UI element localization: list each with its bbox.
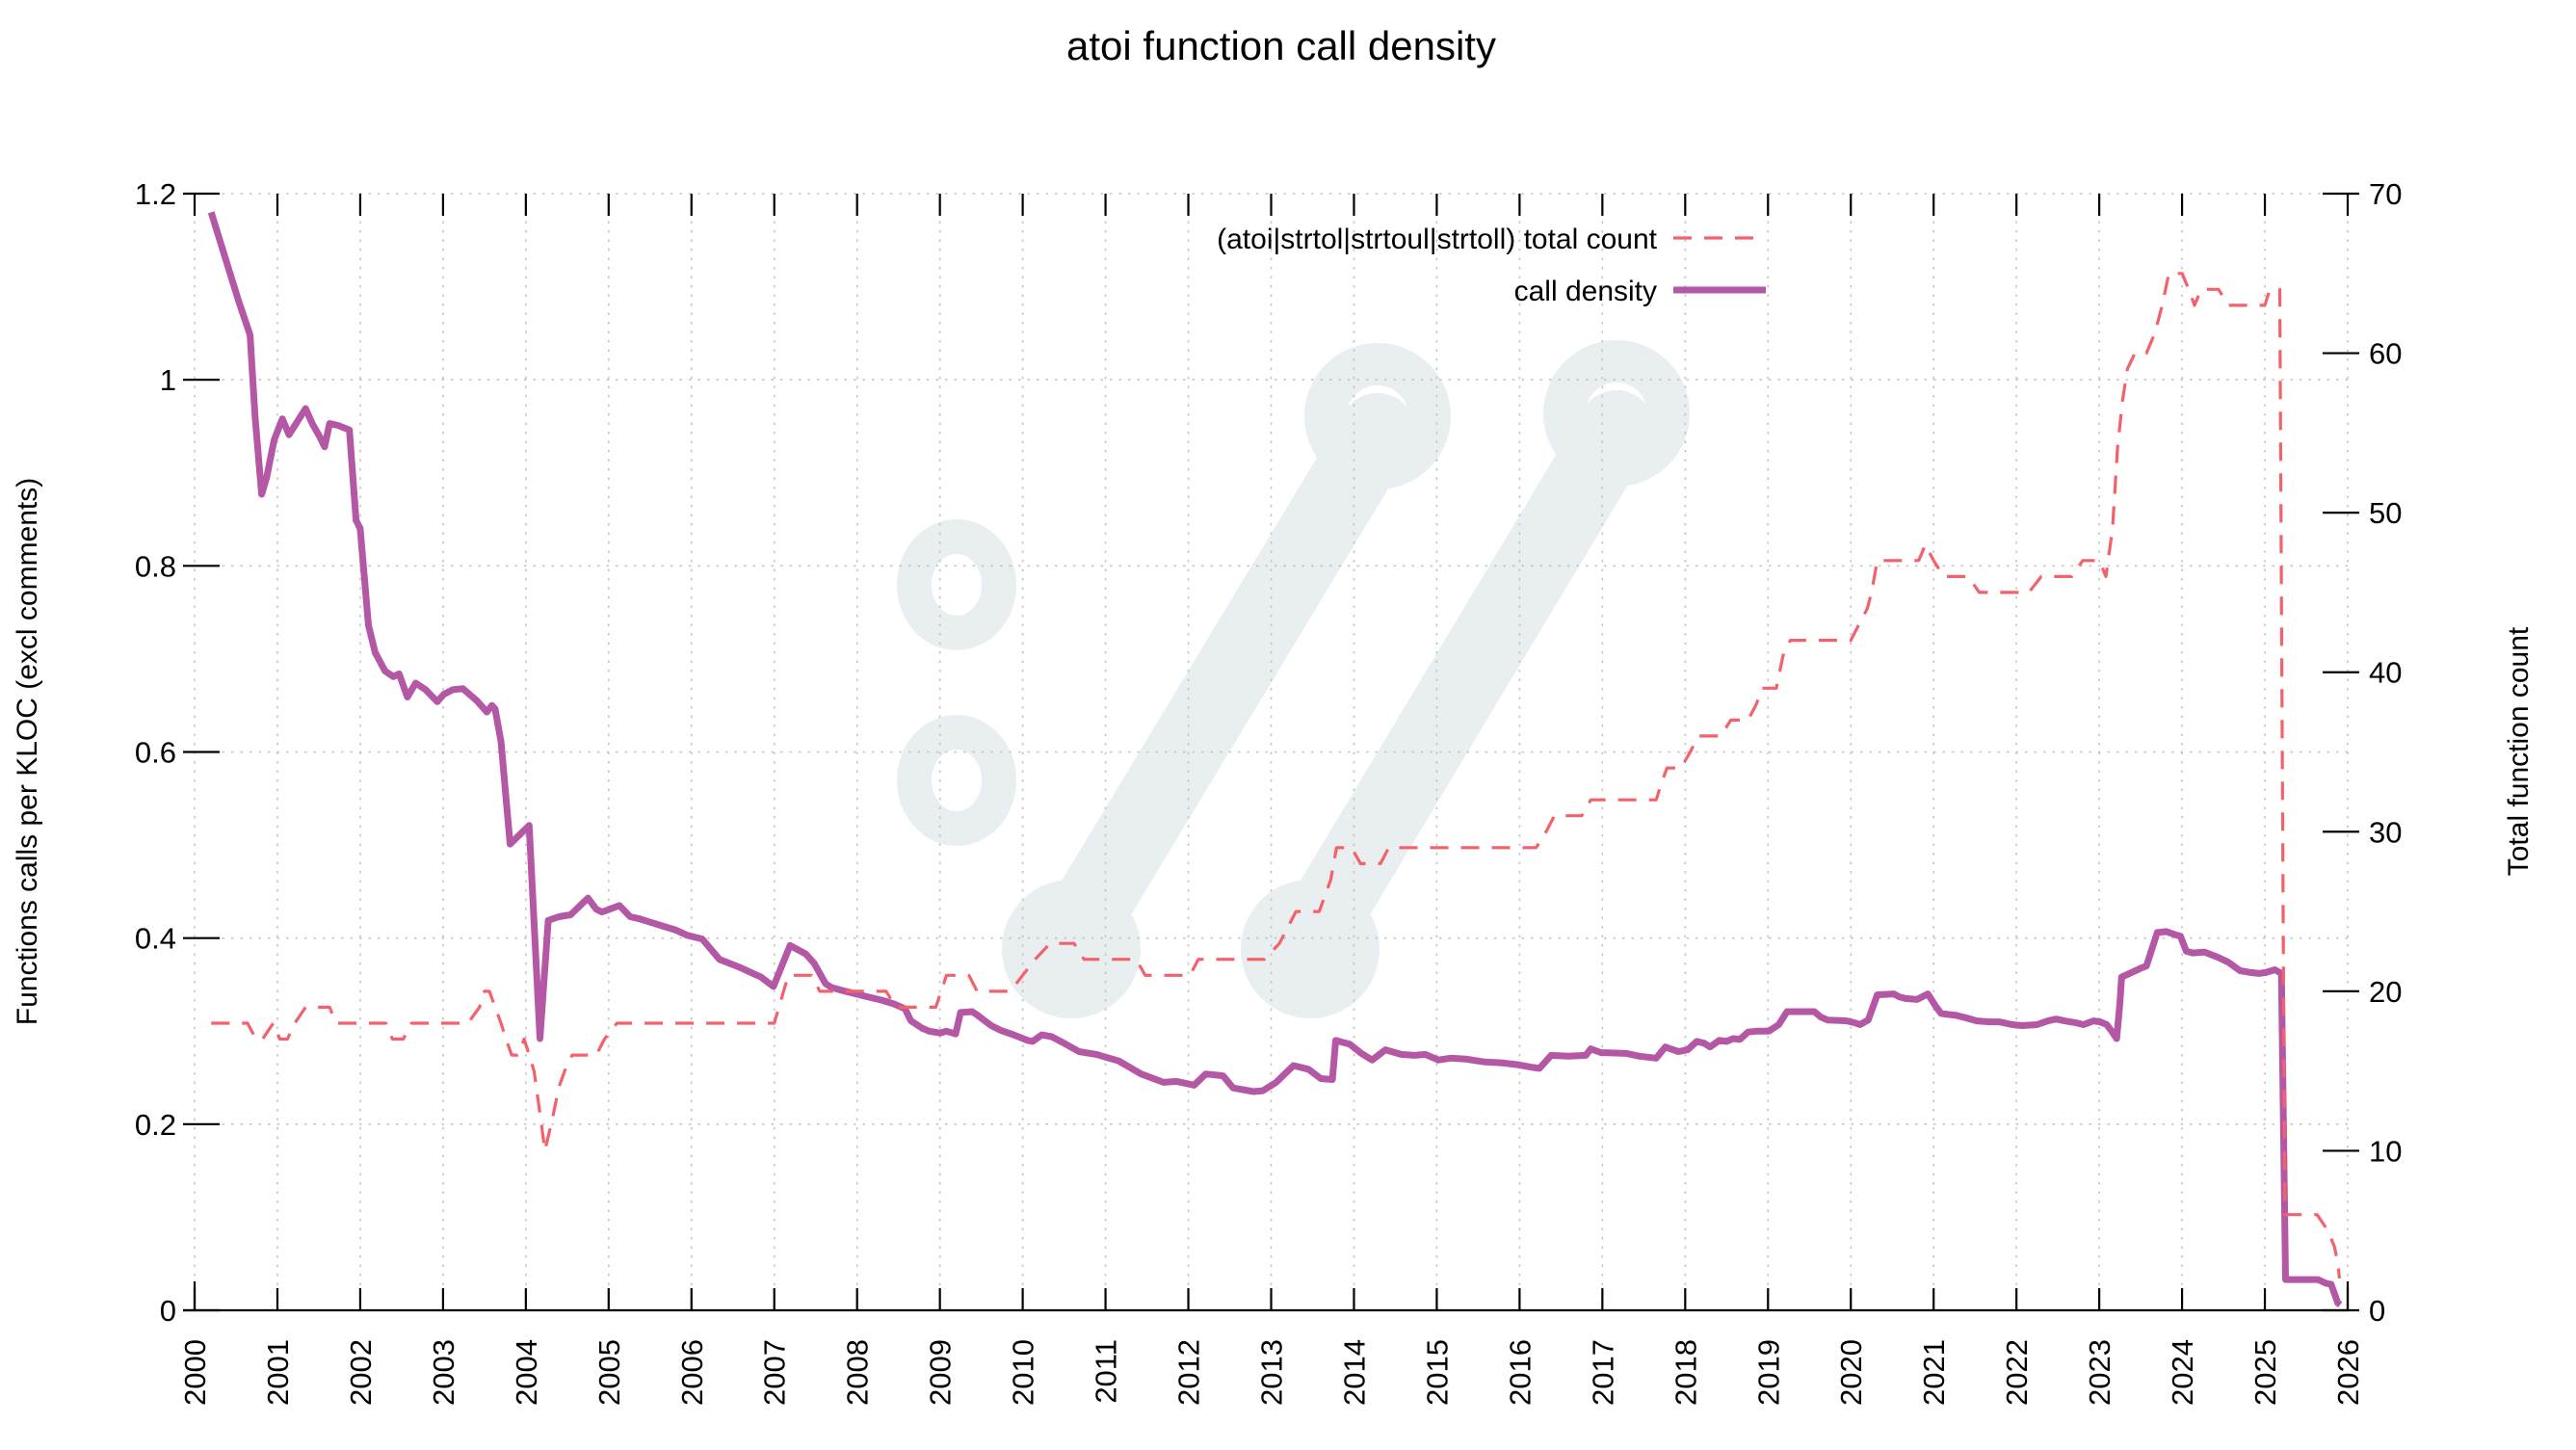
- x-tick-label: 2006: [675, 1339, 709, 1406]
- y-right-tick-label: 50: [2369, 496, 2402, 530]
- y-left-tick-label: 0.2: [135, 1108, 176, 1142]
- data-series: [207, 211, 2343, 1308]
- x-tick-label: 2020: [1834, 1339, 1868, 1406]
- y-right-tick-label: 0: [2369, 1294, 2385, 1328]
- y-axis-label-right: Total function count: [2503, 626, 2535, 876]
- x-tick-label: 2026: [2331, 1339, 2365, 1406]
- x-tick-label: 2024: [2166, 1339, 2199, 1406]
- x-tick-label: 2000: [178, 1339, 212, 1406]
- x-tick-label: 2023: [2083, 1339, 2116, 1406]
- y-left-tick-label: 0.8: [135, 549, 176, 583]
- watermark-slash-icon: [1272, 390, 1655, 978]
- x-tick-label: 2005: [592, 1339, 626, 1406]
- x-tick-label: 2018: [1669, 1339, 1702, 1406]
- x-tick-label: 2025: [2248, 1339, 2282, 1406]
- grid-lines: [194, 193, 2349, 1310]
- legend-label-call_density: call density: [1514, 276, 1657, 307]
- y-right-tick-label: 10: [2369, 1134, 2402, 1168]
- x-tick-label: 2014: [1337, 1339, 1371, 1406]
- y-left-tick-label: 0.6: [135, 736, 176, 770]
- x-tick-label: 2001: [261, 1339, 295, 1406]
- x-tick-label: 2021: [1917, 1339, 1951, 1406]
- x-tick-label: 2007: [758, 1339, 792, 1406]
- watermark-ring-icon: [897, 715, 1016, 846]
- y-left-tick-label: 0.4: [135, 922, 176, 956]
- x-tick-label: 2022: [2000, 1339, 2034, 1406]
- x-tick-label: 2013: [1255, 1339, 1289, 1406]
- y-left-tick-label: 0: [160, 1294, 176, 1328]
- y-left-tick-label: 1.2: [135, 177, 176, 211]
- y-left-tick-label: 1: [160, 363, 176, 397]
- x-tick-label: 2008: [841, 1339, 875, 1406]
- x-tick-label: 2002: [344, 1339, 378, 1406]
- y-right-tick-label: 30: [2369, 815, 2402, 849]
- chart-title: atoi function call density: [1066, 23, 1496, 68]
- legend-label-total_count: (atoi|strtol|strtoul|strtoll) total coun…: [1217, 224, 1658, 255]
- series-total-count: [211, 272, 2341, 1279]
- series-call-density: [207, 211, 2343, 1308]
- x-tick-label: 2015: [1420, 1339, 1454, 1406]
- y-right-tick-label: 70: [2369, 177, 2402, 211]
- x-tick-label: 2004: [510, 1339, 543, 1406]
- y-right-tick-label: 20: [2369, 975, 2402, 1009]
- watermark-ring-icon: [1304, 343, 1451, 489]
- axis-border: [183, 1281, 2350, 1312]
- y-right-tick-label: 60: [2369, 337, 2402, 371]
- x-tick-label: 2016: [1503, 1339, 1537, 1406]
- x-tick-label: 2019: [1751, 1339, 1785, 1406]
- y-axis-label-left: Functions calls per KLOC (excl comments): [12, 478, 43, 1026]
- x-tick-label: 2010: [1007, 1339, 1040, 1406]
- y-right-tick-label: 40: [2369, 656, 2402, 690]
- tick-labels: 2000 2001 2002 2003 2004 2005 2006 2007 2008 2009…: [135, 177, 2403, 1406]
- watermark-ring-icon: [1241, 880, 1380, 1018]
- watermark-slash-icon: [1033, 393, 1416, 978]
- legend: (atoi|strtol|strtoul|strtoll) total coun…: [1217, 224, 1766, 307]
- watermark-logo: [897, 340, 1690, 1018]
- x-tick-label: 2009: [924, 1339, 958, 1406]
- x-tick-label: 2003: [427, 1339, 460, 1406]
- x-tick-label: 2011: [1090, 1339, 1123, 1404]
- watermark-ring-icon: [1002, 880, 1141, 1018]
- x-tick-label: 2012: [1172, 1339, 1206, 1406]
- watermark-ring-icon: [1543, 340, 1690, 487]
- x-tick-label: 2017: [1586, 1339, 1619, 1406]
- watermark-ring-icon: [897, 519, 1016, 650]
